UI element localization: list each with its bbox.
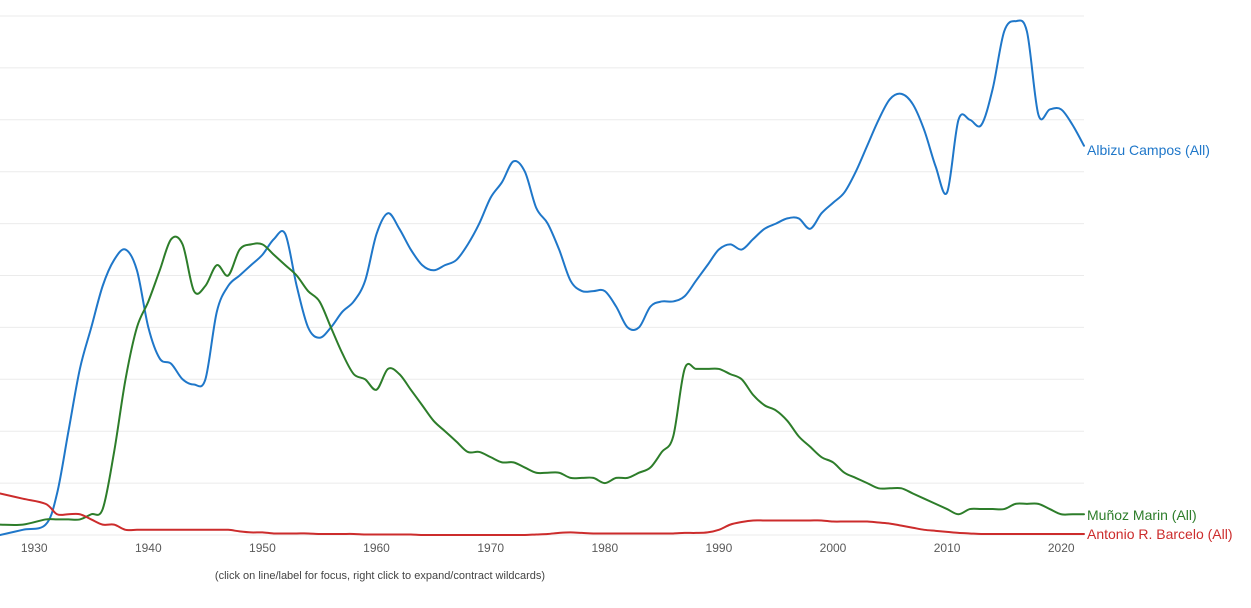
series-layer <box>0 19 1085 537</box>
series-label-antonio-r-barcelo-all[interactable]: Antonio R. Barcelo (All) <box>1087 526 1233 542</box>
series-label-layer: Albizu Campos (All) Muñoz Marin (All) Anto… <box>1087 142 1233 542</box>
x-tick-label: 1950 <box>249 541 276 555</box>
x-tick-label: 1990 <box>706 541 733 555</box>
series-label-mu-oz-marin-all[interactable]: Muñoz Marin (All) <box>1087 507 1197 523</box>
x-tick-label: 1980 <box>591 541 618 555</box>
series-label-albizu-campos-all[interactable]: Albizu Campos (All) <box>1087 142 1210 158</box>
x-tick-label: 2010 <box>934 541 961 555</box>
x-tick-label: 1940 <box>135 541 162 555</box>
series-line-albizu-campos-all[interactable] <box>0 19 1085 536</box>
x-tick-label: 2000 <box>820 541 847 555</box>
x-tick-label: 1930 <box>21 541 48 555</box>
x-axis-ticks: 1930 1940 1950 1960 1970 1980 1990 2000 2010 2020 <box>21 541 1075 555</box>
series-line-antonio-r-barcelo-all[interactable] <box>0 492 1085 537</box>
series-line-mu-oz-marin-all[interactable] <box>0 235 1085 527</box>
x-tick-label: 1970 <box>477 541 504 555</box>
x-tick-label: 1960 <box>363 541 390 555</box>
chart-hint-text: (click on line/label for focus, right cl… <box>215 570 545 582</box>
grid-layer <box>0 15 1084 536</box>
x-tick-label: 2020 <box>1048 541 1075 555</box>
